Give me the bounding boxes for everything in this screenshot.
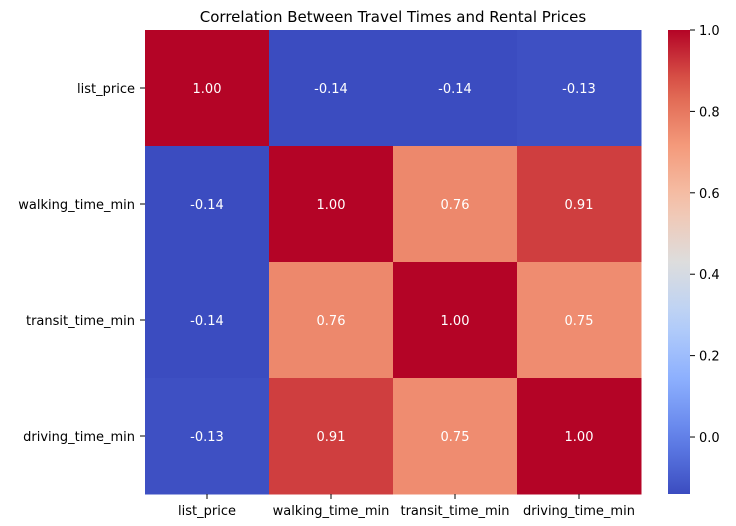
y-tick-label: list_price xyxy=(77,82,135,97)
heatmap-cell-1-1 xyxy=(269,146,394,263)
cell-value-label: 0.75 xyxy=(441,430,470,445)
heatmap-cell-0-1 xyxy=(269,30,394,147)
y-tick-label: driving_time_min xyxy=(23,430,135,445)
colorbar-tick-label: 0.4 xyxy=(699,268,720,283)
heatmap-cell-3-3 xyxy=(517,378,642,495)
x-tick-label: list_price xyxy=(178,504,236,519)
colorbar-tick-label: 0.6 xyxy=(699,187,720,202)
cell-value-label: 0.76 xyxy=(441,198,470,213)
cell-value-label: 1.00 xyxy=(565,430,594,445)
x-tick-label: walking_time_min xyxy=(273,504,390,519)
heatmap-cells xyxy=(145,30,642,495)
heatmap-cell-1-0 xyxy=(145,146,270,263)
heatmap-cell-2-0 xyxy=(145,262,270,379)
colorbar-tick-label: 0.2 xyxy=(699,350,720,365)
cell-value-label: -0.14 xyxy=(190,198,224,213)
heatmap-cell-1-2 xyxy=(393,146,518,263)
heatmap-cell-3-0 xyxy=(145,378,270,495)
cell-value-label: -0.14 xyxy=(314,82,348,97)
cell-value-label: -0.13 xyxy=(190,430,224,445)
heatmap-cell-0-2 xyxy=(393,30,518,147)
heatmap-cell-labels: 1.00 -0.14 -0.14 -0.13 -0.14 1.00 0.76 0.91 -0.1… xyxy=(190,82,596,445)
cell-value-label: 0.76 xyxy=(317,314,346,329)
cell-value-label: 1.00 xyxy=(441,314,470,329)
colorbar: 0.0 0.2 0.4 0.6 0.8 1.0 xyxy=(668,24,720,494)
cell-value-label: 0.91 xyxy=(317,430,346,445)
heatmap-cell-1-3 xyxy=(517,146,642,263)
y-axis-ticks: list_price walking_time_min transit_time_m… xyxy=(18,82,145,445)
heatmap-cell-3-1 xyxy=(269,378,394,495)
cell-value-label: 0.91 xyxy=(565,198,594,213)
heatmap-cell-0-3 xyxy=(517,30,642,147)
colorbar-tick-label: 0.8 xyxy=(699,105,720,120)
cell-value-label: 0.75 xyxy=(565,314,594,329)
y-tick-label: walking_time_min xyxy=(18,198,135,213)
x-tick-label: driving_time_min xyxy=(523,504,635,519)
y-tick-label: transit_time_min xyxy=(26,314,135,329)
colorbar-tick-label: 1.0 xyxy=(699,24,720,39)
heatmap-cell-2-2 xyxy=(393,262,518,379)
heatmap-cell-0-0 xyxy=(145,30,270,147)
cell-value-label: -0.14 xyxy=(190,314,224,329)
x-axis-ticks: list_price walking_time_min transit_time_m… xyxy=(178,494,635,519)
cell-value-label: -0.13 xyxy=(562,82,596,97)
chart-title: Correlation Between Travel Times and Ren… xyxy=(200,8,587,26)
cell-value-label: 1.00 xyxy=(317,198,346,213)
cell-value-label: -0.14 xyxy=(438,82,472,97)
heatmap-cell-2-1 xyxy=(269,262,394,379)
cell-value-label: 1.00 xyxy=(193,82,222,97)
heatmap-cell-3-2 xyxy=(393,378,518,495)
colorbar-tick-label: 0.0 xyxy=(699,431,720,446)
colorbar-gradient xyxy=(668,30,690,494)
heatmap-cell-2-3 xyxy=(517,262,642,379)
x-tick-label: transit_time_min xyxy=(400,504,509,519)
